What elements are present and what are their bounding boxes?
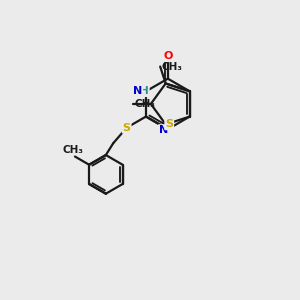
Text: S: S (165, 119, 173, 129)
Text: S: S (123, 123, 130, 133)
Text: N: N (133, 86, 142, 96)
Text: H: H (140, 86, 149, 96)
Text: CH₃: CH₃ (162, 61, 183, 71)
Text: CH₃: CH₃ (134, 99, 155, 109)
Text: O: O (163, 51, 172, 62)
Text: N: N (159, 125, 168, 135)
Text: CH₃: CH₃ (63, 145, 84, 155)
